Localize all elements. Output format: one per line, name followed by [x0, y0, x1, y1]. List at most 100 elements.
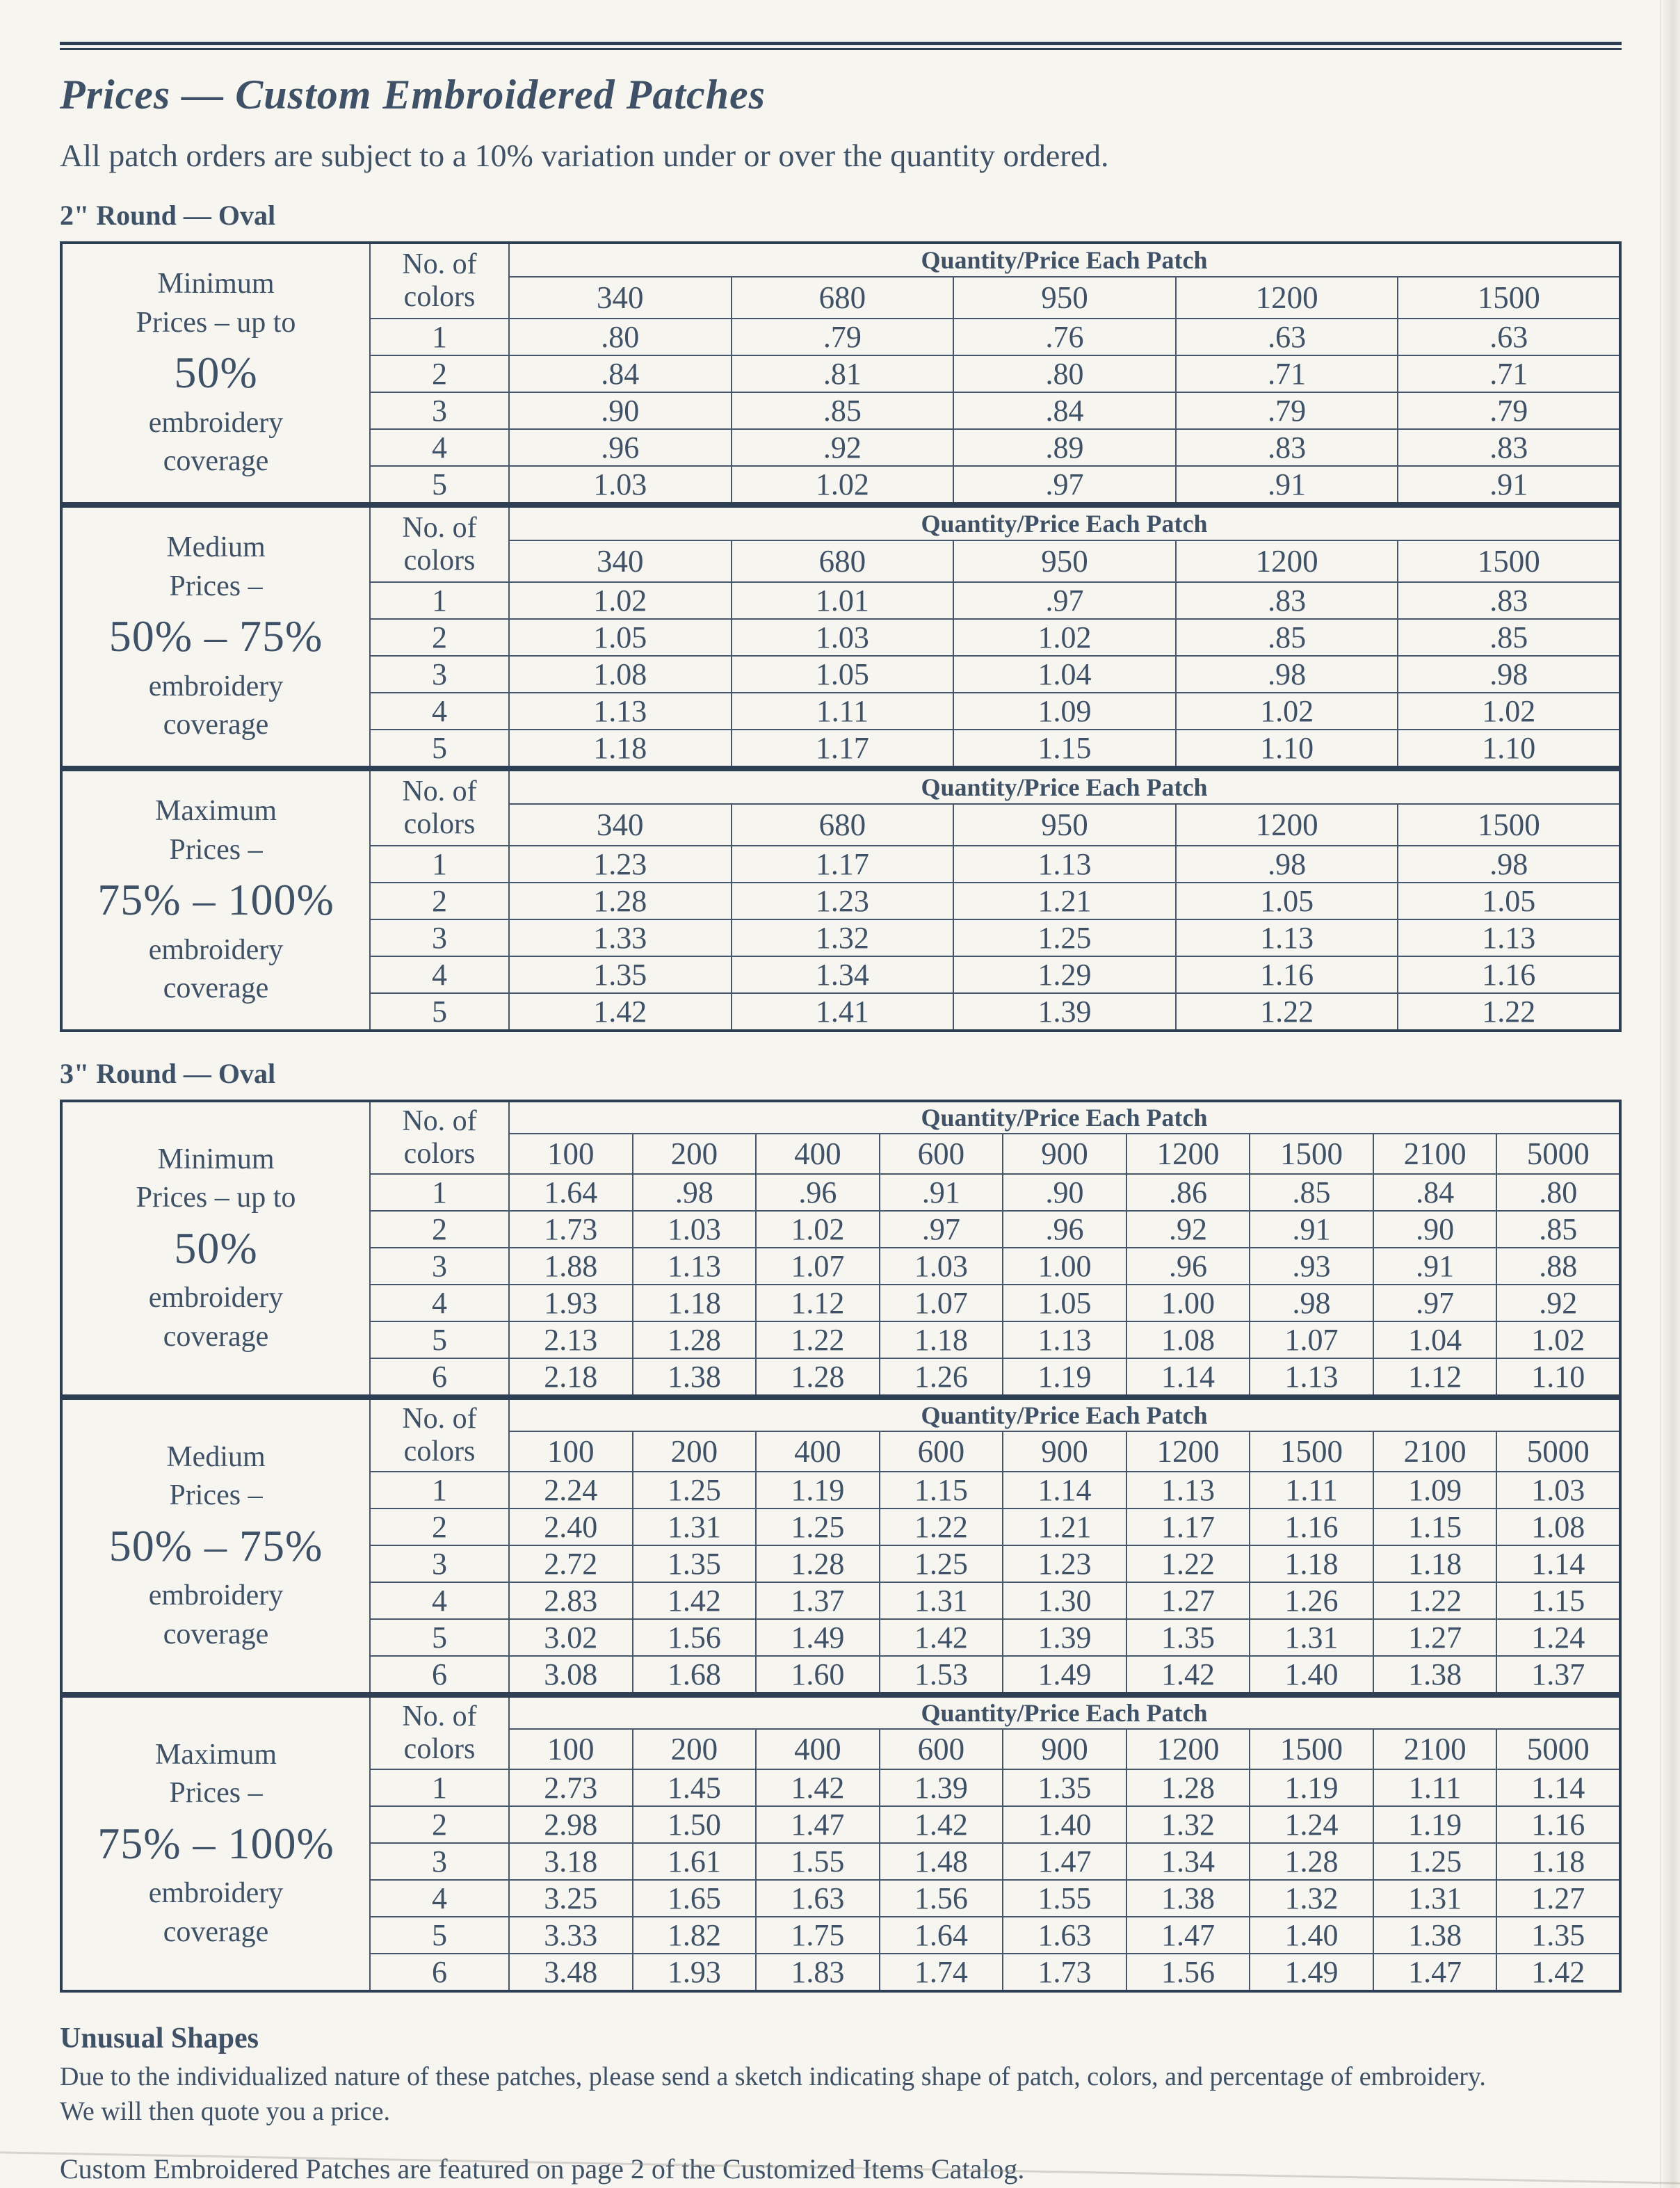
table-row: 4 1.35 1.34 1.29 1.16 1.16	[61, 956, 1621, 994]
price-cell: 1.22	[878, 1508, 1004, 1546]
price-cell: 1.26	[1249, 1582, 1374, 1620]
num-colors-cell: 6	[369, 1953, 510, 1992]
price-cell: 1.30	[1002, 1582, 1127, 1620]
quantity-header-cell: 900	[1002, 1431, 1127, 1472]
quantity-header-cell: 340	[508, 803, 732, 846]
price-cell: 1.38	[1372, 1655, 1498, 1694]
table-row: 2 2.98 1.50 1.47 1.42 1.40 1.32 1.24 1.19 1.16	[61, 1805, 1621, 1844]
price-cell: 1.27	[1372, 1618, 1498, 1657]
price-cell: .88	[1496, 1247, 1621, 1285]
price-cell: 1.93	[631, 1953, 757, 1992]
table-row: 3.90.85.84.79.79	[61, 392, 1621, 430]
num-colors-cell: 3	[369, 1842, 510, 1881]
label-line: Prices –	[169, 1777, 263, 1810]
price-cell: 1.16	[1249, 1508, 1374, 1546]
price-cell: 1.33	[508, 919, 732, 957]
price-cell: 1.83	[755, 1953, 880, 1992]
coverage-label: Maximum Prices – 75% – 100% embroidery cover…	[60, 769, 371, 1031]
label-line: Prices –	[169, 1479, 263, 1512]
quantity-price-header: Quantity/Price Each Patch	[508, 1100, 1621, 1134]
label-line: Maximum	[155, 795, 277, 828]
price-cell: 1.19	[1372, 1805, 1498, 1844]
price-cell: .92	[730, 428, 955, 467]
price-cell: 1.63	[755, 1879, 880, 1917]
table-row: 6 3.48 1.93 1.83 1.74 1.73 1.56 1.49 1.47 1.42	[61, 1953, 1621, 1992]
price-cell: 1.28	[1249, 1842, 1374, 1881]
quantity-header-cell: 900	[1002, 1728, 1127, 1770]
quantity-header-cell: 200	[631, 1431, 757, 1472]
price-cell: 1.25	[953, 919, 1177, 957]
num-colors-cell: 5	[369, 1618, 510, 1657]
price-cell: 1.15	[1496, 1582, 1621, 1620]
quantity-header-cell: 1500	[1249, 1133, 1374, 1175]
num-colors-header-line: colors	[403, 545, 476, 577]
price-cell: 1.03	[878, 1247, 1004, 1285]
price-cell: 1.00	[1002, 1247, 1127, 1285]
price-cell: 1.40	[1249, 1655, 1374, 1694]
price-cell: 1.73	[1002, 1953, 1127, 1992]
num-colors-cell: 1	[369, 1769, 510, 1807]
num-colors-cell: 3	[369, 1247, 510, 1285]
quantity-header-cell: 5000	[1496, 1133, 1621, 1175]
price-sections: 2" Round — Oval Minimum Prices – up to 50% e…	[60, 199, 1622, 1993]
table-row: 5 3.02 1.56 1.49 1.42 1.39 1.35 1.31 1.27 1.24	[61, 1618, 1621, 1657]
price-cell: .98	[1249, 1284, 1374, 1322]
num-colors-cell: 5	[369, 1321, 510, 1359]
price-cell: .80	[953, 355, 1177, 393]
num-colors-header-line: No. of	[402, 1104, 477, 1137]
num-colors-cell: 1	[369, 1471, 510, 1509]
price-cell: .83	[1174, 581, 1399, 620]
num-colors-header: No. of colors	[369, 1696, 510, 1770]
price-cell: .86	[1125, 1173, 1251, 1212]
quantity-price-header: Quantity/Price Each Patch	[508, 1398, 1621, 1432]
page-subtitle: All patch orders are subject to a 10% va…	[60, 138, 1109, 173]
price-cell: 1.73	[508, 1210, 633, 1248]
num-colors-cell: 4	[369, 956, 510, 994]
price-cell: 1.15	[1372, 1508, 1498, 1546]
num-colors-header-line: colors	[403, 808, 476, 840]
table-row: 3 1.88 1.13 1.07 1.03 1.00.96.93.91.88	[61, 1247, 1621, 1285]
num-colors-cell: 4	[369, 1582, 510, 1620]
price-cell: 1.55	[1002, 1879, 1127, 1917]
price-cell: 1.25	[878, 1545, 1004, 1583]
price-cell: 1.13	[508, 692, 732, 730]
price-cell: 1.16	[1496, 1805, 1621, 1844]
price-cell: 1.35	[1002, 1769, 1127, 1807]
price-cell: 1.11	[1249, 1471, 1374, 1509]
price-table: Maximum Prices – 75% – 100% embroidery cover…	[60, 769, 1622, 1032]
quantity-header-cell: 100	[508, 1431, 633, 1472]
price-cell: .91	[1249, 1210, 1374, 1248]
price-cell: 1.42	[631, 1582, 757, 1620]
price-cell: 1.38	[1125, 1879, 1251, 1917]
price-cell: .85	[1249, 1173, 1374, 1212]
price-cell: .90	[1002, 1173, 1127, 1212]
num-colors-cell: 2	[369, 1805, 510, 1844]
label-line: coverage	[163, 709, 269, 741]
price-cell: 1.55	[755, 1842, 880, 1881]
price-cell: .71	[1174, 355, 1399, 393]
num-colors-header: No. of colors	[369, 1398, 510, 1472]
price-cell: 1.13	[1174, 919, 1399, 957]
quantity-header-cell: 1500	[1397, 803, 1621, 846]
table-row: 2.84.81.80.71.71	[61, 355, 1621, 393]
price-cell: 1.22	[755, 1321, 880, 1359]
coverage-label: Minimum Prices – up to 50% embroidery covera…	[60, 242, 371, 504]
num-colors-cell: 4	[369, 1284, 510, 1322]
price-cell: 1.04	[1372, 1321, 1498, 1359]
label-line: coverage	[163, 1618, 269, 1650]
price-cell: 1.65	[631, 1879, 757, 1917]
quantity-header-cell: 2100	[1372, 1728, 1498, 1770]
price-cell: 1.42	[1496, 1953, 1621, 1992]
price-cell: 1.56	[631, 1618, 757, 1657]
price-cell: 1.07	[1249, 1321, 1374, 1359]
num-colors-cell: 4	[369, 428, 510, 467]
top-rule	[60, 42, 1622, 50]
label-line: coverage	[163, 445, 269, 478]
price-cell: 1.07	[878, 1284, 1004, 1322]
table-row: 3 3.18 1.61 1.55 1.48 1.47 1.34 1.28 1.25 1.18	[61, 1842, 1621, 1881]
price-cell: 1.40	[1002, 1805, 1127, 1844]
quantity-header-cell: 950	[953, 540, 1177, 583]
quantity-header-cell: 1200	[1174, 540, 1399, 583]
num-colors-header-line: colors	[403, 1138, 476, 1170]
quantity-header-cell: 600	[878, 1431, 1004, 1472]
